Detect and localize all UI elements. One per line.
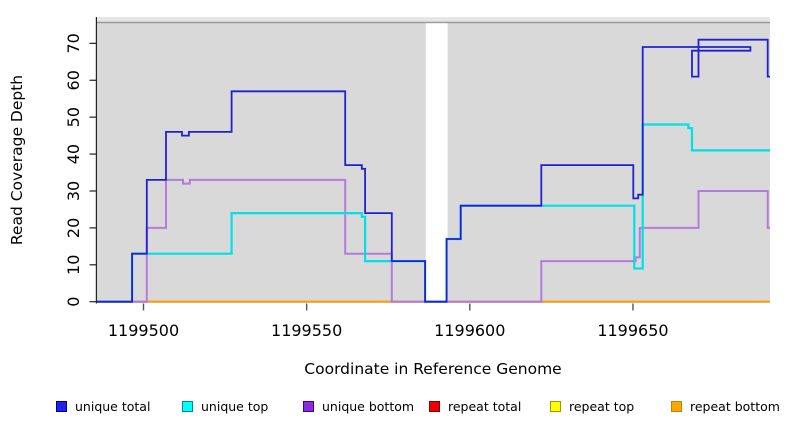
y-axis-ticks: 0 10 20 30 40 50 60 70: [64, 33, 97, 307]
legend-label: repeat total: [448, 398, 522, 414]
y-tick-label: 50: [64, 107, 83, 127]
y-axis-title: Read Coverage Depth: [8, 75, 26, 245]
legend-item-repeat-top: repeat top: [550, 398, 634, 414]
x-tick-label: 1199500: [108, 321, 179, 340]
y-tick-label: 30: [64, 181, 83, 201]
legend-label: repeat top: [569, 398, 635, 414]
legend-swatch-icon: [303, 400, 314, 412]
series-layer: [97, 38, 770, 303]
legend-swatch-icon: [56, 400, 67, 412]
legend-swatch-icon: [429, 400, 440, 412]
legend-label: unique bottom: [322, 398, 415, 414]
legend-swatch-icon: [182, 400, 193, 412]
legend-item-unique-top: unique top: [182, 398, 268, 414]
legend-item-unique-total: unique total: [56, 398, 150, 414]
legend: unique total unique top unique bottom repea…: [0, 398, 792, 416]
top-annotation-strip: [97, 17, 770, 22]
x-axis-ticks: 1199500 1199550 1199600 1199650: [108, 303, 669, 340]
y-tick-label: 20: [64, 218, 83, 238]
legend-swatch-icon: [671, 400, 682, 412]
x-tick-label: 1199600: [434, 321, 505, 340]
legend-swatch-icon: [550, 400, 561, 412]
x-axis-title: Coordinate in Reference Genome: [304, 360, 561, 378]
y-tick-label: 60: [64, 70, 83, 90]
legend-item-unique-bottom: unique bottom: [303, 398, 414, 414]
legend-label: unique total: [75, 398, 151, 414]
legend-label: repeat bottom: [690, 398, 780, 414]
y-tick-label: 0: [64, 297, 83, 307]
y-tick-label: 40: [64, 144, 83, 164]
series-unique-total: [97, 38, 770, 303]
coverage-gap-band: [425, 23, 448, 304]
legend-label: unique top: [201, 398, 269, 414]
x-tick-label: 1199650: [597, 321, 668, 340]
legend-item-repeat-total: repeat total: [429, 398, 521, 414]
y-tick-label: 10: [64, 255, 83, 275]
series-unique-bottom: [97, 178, 770, 303]
y-tick-label: 70: [64, 33, 83, 53]
x-tick-label: 1199550: [271, 321, 342, 340]
legend-item-repeat-bottom: repeat bottom: [671, 398, 780, 414]
